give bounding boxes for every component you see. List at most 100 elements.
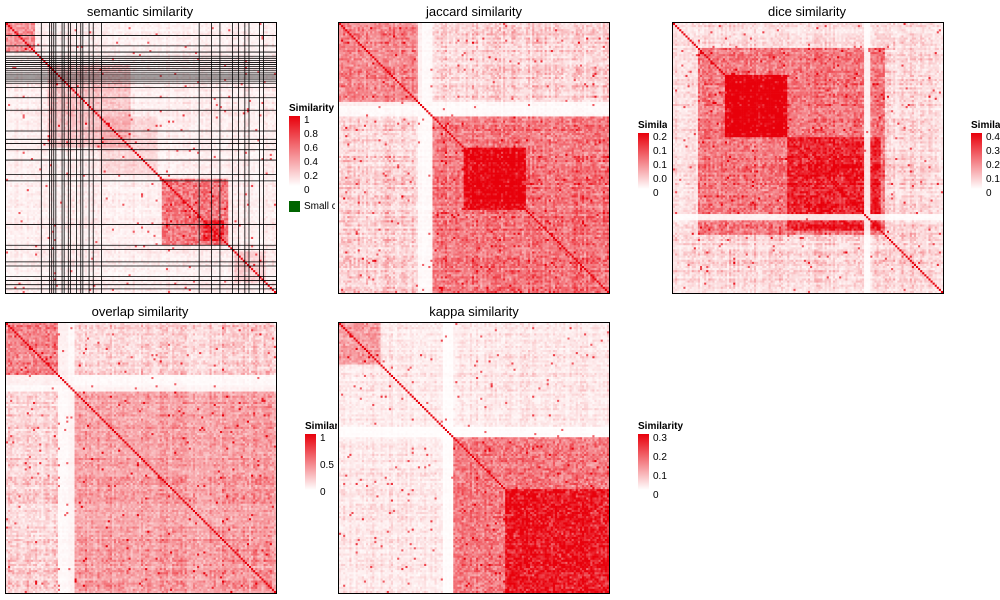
heatmap-cell (162, 40, 164, 42)
heatmap-cell (126, 89, 128, 91)
heatmap-cell (180, 42, 182, 44)
heatmap-cell (266, 31, 268, 33)
heatmap-cell (139, 29, 141, 31)
heatmap-cell (222, 31, 224, 33)
heatmap-cell (108, 25, 110, 27)
heatmap-cell (176, 48, 178, 50)
heatmap-cell (174, 100, 176, 102)
heatmap-cell (8, 48, 10, 50)
heatmap-cell (35, 40, 37, 42)
heatmap-cell (6, 42, 8, 44)
heatmap-cell (33, 92, 35, 94)
heatmap-cell (135, 25, 137, 27)
heatmap-cell (170, 31, 172, 33)
heatmap-cell (145, 89, 147, 91)
heatmap-cell (31, 94, 33, 96)
heatmap-cell (6, 23, 8, 25)
heatmap-cell (149, 23, 151, 25)
heatmap-cell (18, 48, 20, 50)
heatmap-cell (185, 29, 187, 31)
heatmap-cell (72, 38, 74, 40)
heatmap-cell (189, 40, 191, 42)
heatmap-cell (8, 102, 10, 104)
heatmap-cell (45, 42, 47, 44)
heatmap-cell (160, 27, 162, 29)
heatmap-cell (228, 29, 230, 31)
heatmap-cell (205, 42, 207, 44)
heatmap-cell (255, 23, 257, 25)
heatmap-cell (139, 25, 141, 27)
heatmap-cell (31, 27, 33, 29)
heatmap-cell (141, 23, 143, 25)
heatmap-cell (114, 102, 116, 104)
heatmap-cell (33, 100, 35, 102)
heatmap-cell (72, 100, 74, 102)
heatmap-cell (193, 48, 195, 50)
heatmap-cell (131, 42, 133, 44)
heatmap-cell (183, 25, 185, 27)
heatmap-cell (270, 94, 272, 96)
heatmap-cell (160, 94, 162, 96)
heatmap-cell (14, 23, 16, 25)
heatmap-cell (8, 92, 10, 94)
heatmap-cell (35, 38, 37, 40)
heatmap-cell (207, 40, 209, 42)
heatmap-cell (185, 92, 187, 94)
heatmap-cell (160, 29, 162, 31)
heatmap-cell (185, 38, 187, 40)
heatmap-cell (164, 100, 166, 102)
heatmap-cell (166, 100, 168, 102)
heatmap-cell (178, 42, 180, 44)
heatmap-cell (203, 94, 205, 96)
heatmap-cell (139, 94, 141, 96)
heatmap-cell (110, 27, 112, 29)
heatmap-cell (205, 89, 207, 91)
heatmap-cell (253, 29, 255, 31)
heatmap-cell (14, 38, 16, 40)
heatmap-cell (31, 92, 33, 94)
heatmap-cell (97, 23, 99, 25)
heatmap-cell (18, 102, 20, 104)
heatmap-cell (205, 31, 207, 33)
heatmap-cell (6, 31, 8, 33)
heatmap-cell (141, 27, 143, 29)
heatmap-cell (145, 25, 147, 27)
heatmap-cell (14, 89, 16, 91)
heatmap-cell (112, 92, 114, 94)
heatmap-cell (160, 31, 162, 33)
heatmap-cell (21, 38, 23, 40)
heatmap-cell (270, 38, 272, 40)
heatmap-cell (114, 29, 116, 31)
heatmap-cell (234, 48, 236, 50)
heatmap-cell (166, 48, 168, 50)
heatmap-cell (241, 38, 243, 40)
heatmap-cell (178, 29, 180, 31)
heatmap-cell (274, 27, 276, 29)
heatmap-cell (8, 25, 10, 27)
heatmap-cell (58, 40, 60, 42)
heatmap-cell (112, 38, 114, 40)
heatmap-cell (191, 94, 193, 96)
heatmap-cell (12, 100, 14, 102)
heatmap-cell (234, 92, 236, 94)
heatmap-cell (149, 42, 151, 44)
heatmap-cell (8, 31, 10, 33)
heatmap-cell (137, 40, 139, 42)
heatmap-cell (274, 89, 276, 91)
heatmap-cell (187, 38, 189, 40)
heatmap-cell (106, 25, 108, 27)
heatmap-cell (266, 92, 268, 94)
heatmap-cell (58, 48, 60, 50)
heatmap-cell (147, 29, 149, 31)
heatmap-cell (272, 40, 274, 42)
heatmap-cell (110, 31, 112, 33)
heatmap-cell (183, 23, 185, 25)
heatmap-cell (12, 27, 14, 29)
heatmap-cell (187, 29, 189, 31)
heatmap-cell (35, 48, 37, 50)
heatmap-cell (45, 27, 47, 29)
heatmap-cell (158, 31, 160, 33)
heatmap-cell (12, 94, 14, 96)
heatmap-cell (253, 94, 255, 96)
heatmap-cell (129, 94, 131, 96)
